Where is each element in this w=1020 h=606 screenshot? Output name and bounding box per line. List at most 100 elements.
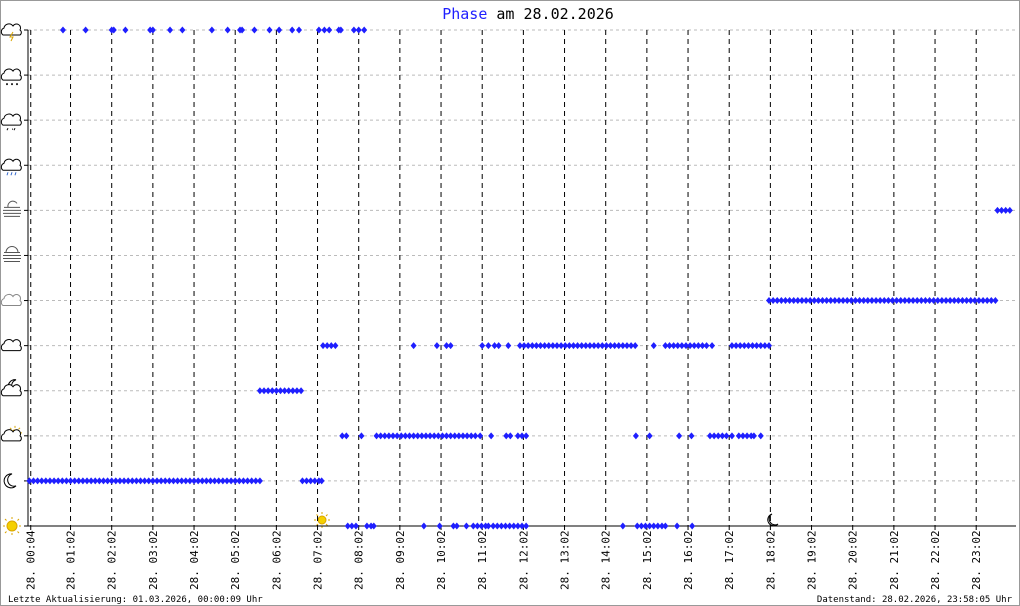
point [578,342,585,350]
x-tick-label: 28. 04:02 [188,530,201,590]
point [30,477,37,485]
point [691,342,698,350]
point [422,432,429,440]
point [402,432,409,440]
point [488,432,495,440]
snow [6,83,18,86]
point [355,26,362,34]
point [930,297,937,305]
x-tick-label: 28. 14:02 [600,530,613,590]
point [207,477,214,485]
point [232,477,239,485]
point [100,477,107,485]
x-tick-label: 28. 03:02 [147,530,160,590]
point [893,297,900,305]
point [439,432,446,440]
point [337,26,344,34]
point [244,477,251,485]
point [975,297,982,305]
x-tick-label: 28. 00:04 [25,530,38,590]
point [348,522,355,530]
point [289,387,296,395]
point [523,432,530,440]
y-tick-icon [0,425,22,442]
point [885,297,892,305]
fog [3,251,21,262]
point [881,297,888,305]
x-tick-label: 28. 05:02 [229,530,242,590]
point [562,342,569,350]
point [682,342,689,350]
cloud [0,384,22,397]
point [523,522,530,530]
point [646,432,653,440]
point [281,387,288,395]
point [971,297,978,305]
point [344,522,351,530]
point [699,342,706,350]
point [478,522,485,530]
point [595,342,602,350]
point [63,477,70,485]
x-tick-label: 28. 12:02 [517,530,530,590]
point [749,342,756,350]
point [994,206,1001,214]
point [311,477,318,485]
point [71,477,78,485]
point [889,297,896,305]
point [443,342,450,350]
point [798,297,805,305]
point [735,432,742,440]
x-tick-label: 28. 22:02 [929,530,942,590]
point [503,432,510,440]
point [82,26,89,34]
point [381,432,388,440]
point [963,297,970,305]
point [170,477,177,485]
point [844,297,851,305]
point [307,477,314,485]
y-tick-icon [0,158,22,176]
point [125,477,132,485]
point [934,297,941,305]
point [877,297,884,305]
point [195,477,202,485]
point [706,432,713,440]
point [370,522,377,530]
point [472,432,479,440]
point [926,297,933,305]
point [634,522,641,530]
point [739,432,746,440]
point [410,342,417,350]
sunset-icon [767,513,779,527]
point [269,387,276,395]
point [318,477,325,485]
point [256,387,263,395]
point [178,477,185,485]
point [494,522,501,530]
point [167,26,174,34]
point [453,522,460,530]
point [632,342,639,350]
point [358,432,365,440]
point [674,522,681,530]
bolt [9,31,14,42]
point [75,477,82,485]
point [490,522,497,530]
point [537,342,544,350]
point [223,477,230,485]
point [786,297,793,305]
cloud [0,23,22,36]
point [502,522,509,530]
point [133,477,140,485]
point [34,477,41,485]
y-tick-icon [0,379,22,397]
point [158,477,165,485]
point [868,297,875,305]
sun [6,520,18,532]
point [650,522,657,530]
point [723,432,730,440]
point [67,477,74,485]
point [794,297,801,305]
